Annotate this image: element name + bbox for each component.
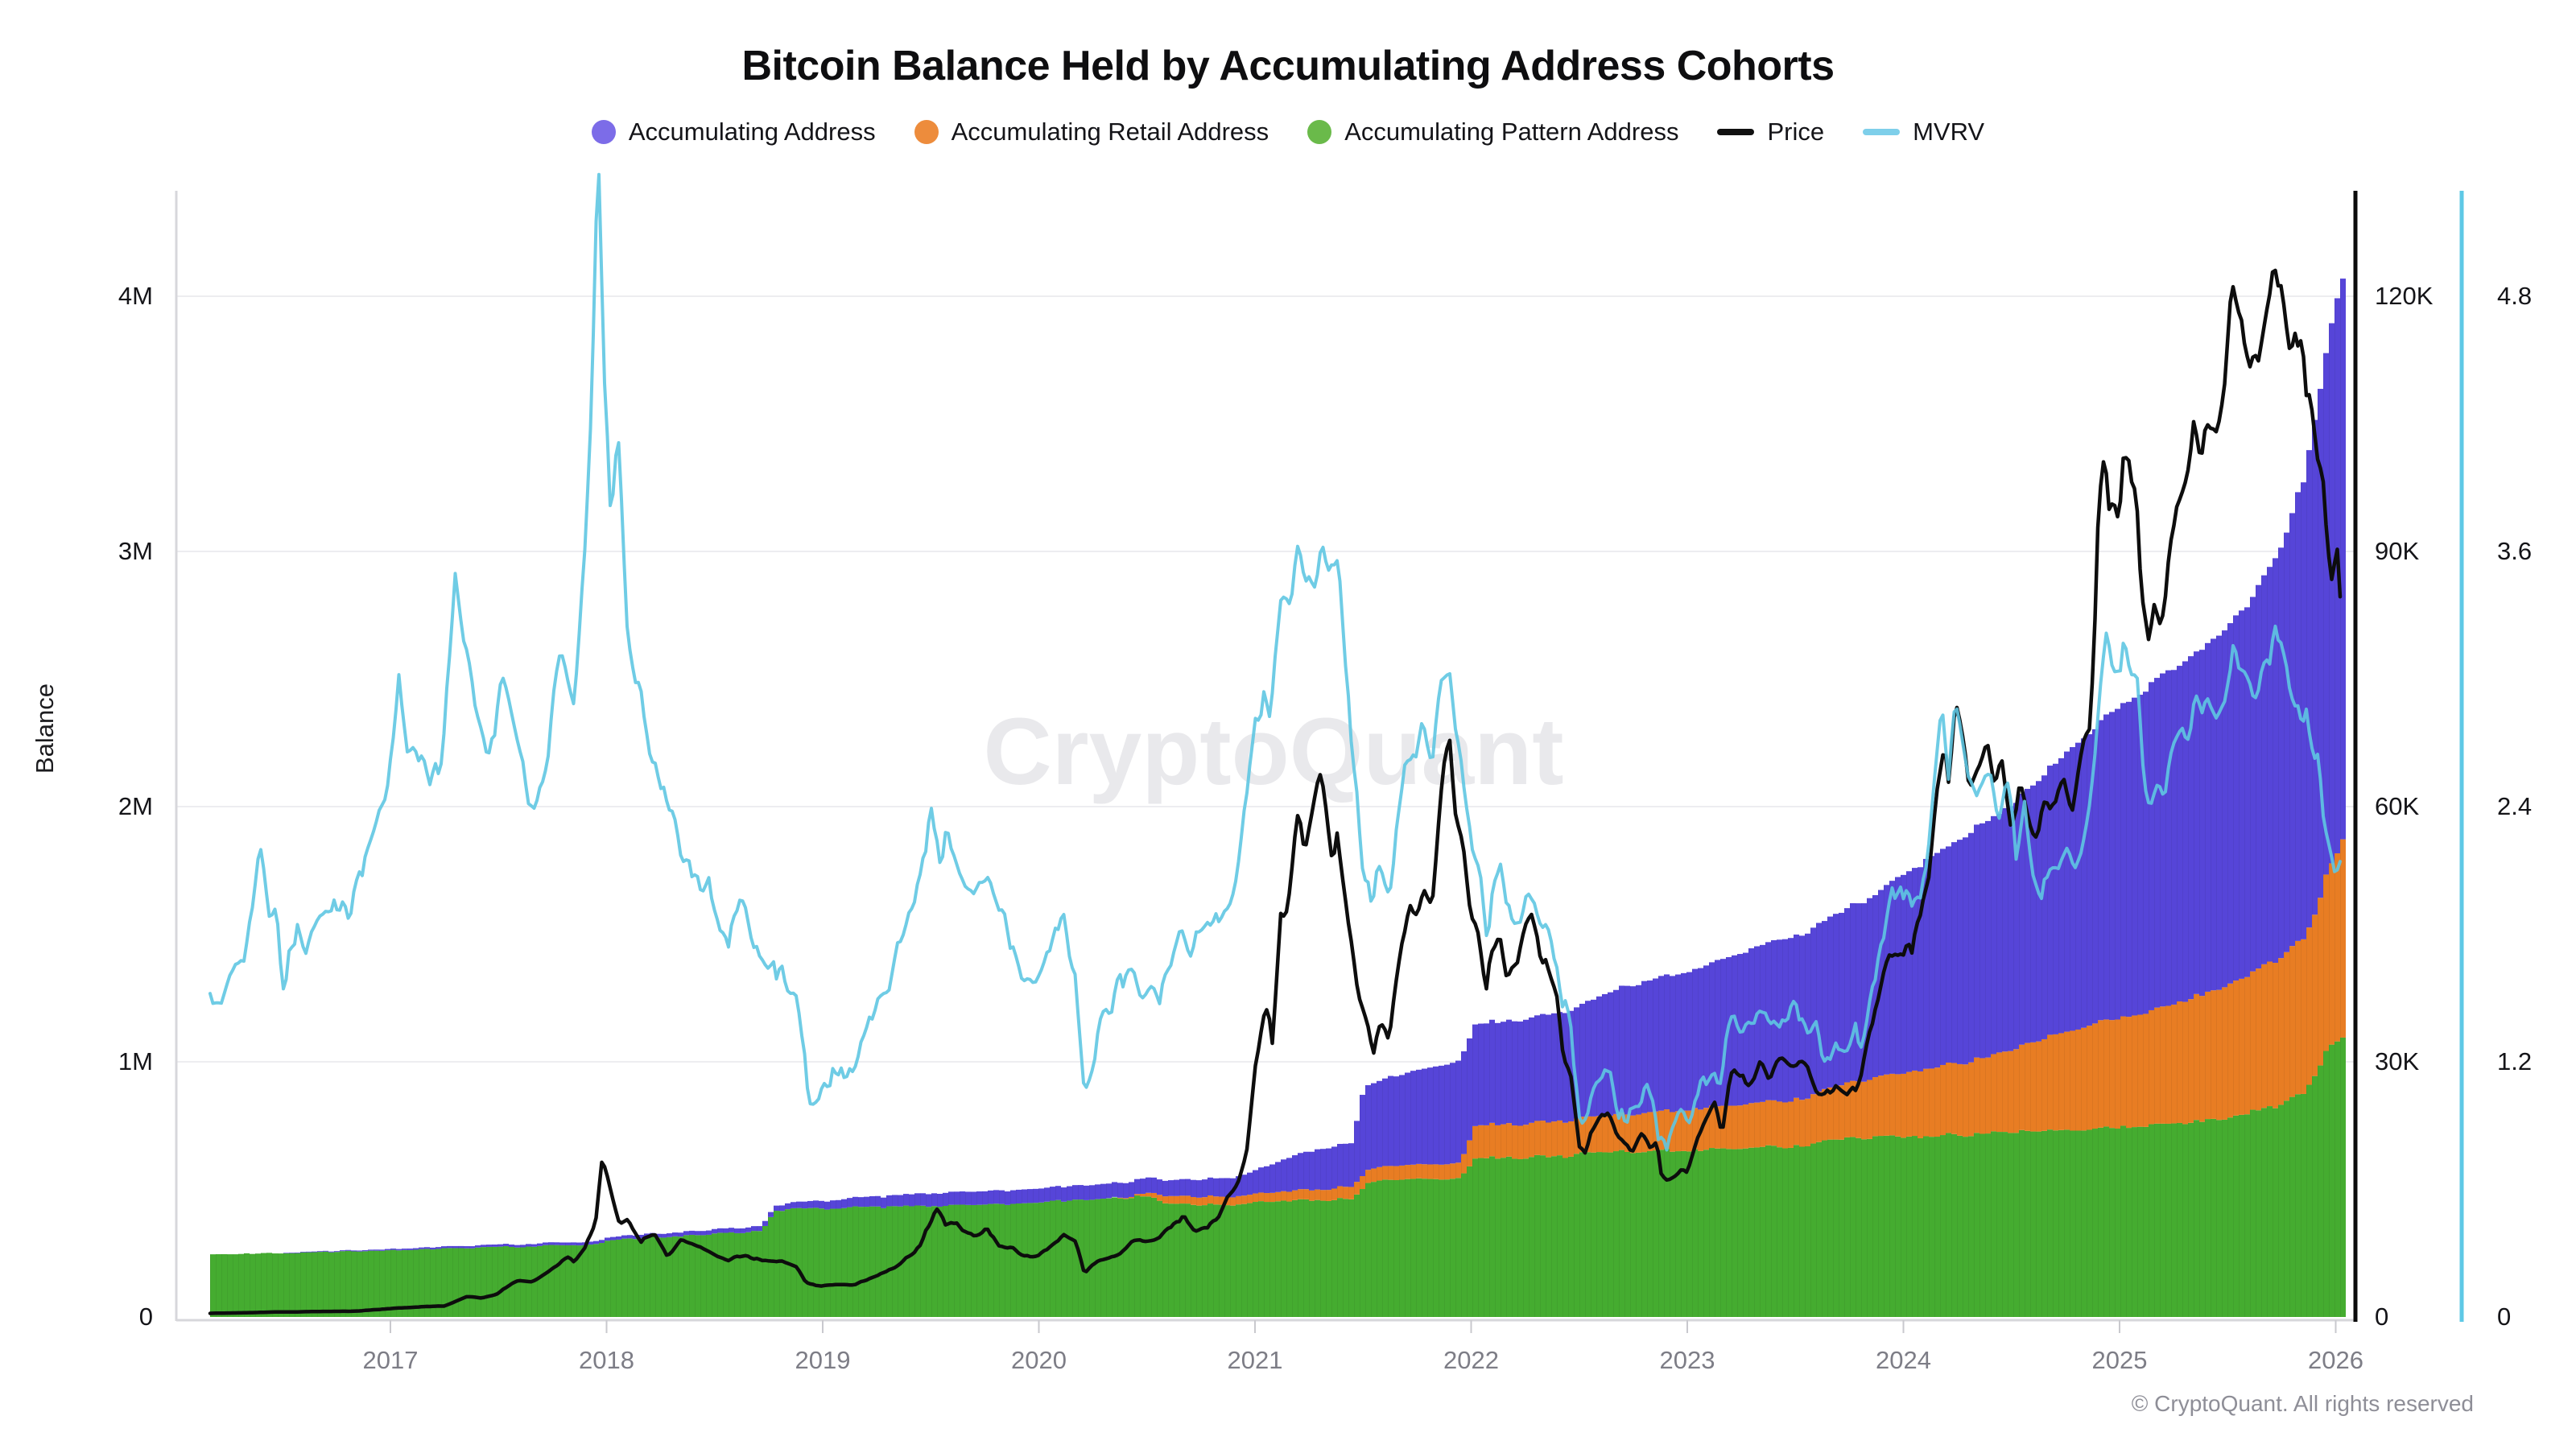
legend-label-accumulating-address: Accumulating Address <box>628 118 876 146</box>
leftTicks-label-4M: 4M <box>118 282 153 310</box>
legend-item-accumulating-address[interactable]: Accumulating Address <box>591 118 876 147</box>
mvrvTicks-label-3.6: 3.6 <box>2497 537 2533 565</box>
priceTicks-label-90K: 90K <box>2375 537 2420 565</box>
legend-line-icon-mvrv <box>1863 129 1901 135</box>
legend-dot-icon-accumulating-pattern-address <box>1307 120 1332 144</box>
legend-label-accumulating-pattern-address: Accumulating Pattern Address <box>1344 118 1679 146</box>
x-axis-label-2023: 2023 <box>1659 1346 1715 1374</box>
x-axis-label-2020: 2020 <box>1011 1346 1067 1374</box>
legend-item-accumulating-retail-address[interactable]: Accumulating Retail Address <box>914 118 1269 147</box>
priceTicks-label-60K: 60K <box>2375 792 2420 820</box>
mvrvTicks-label-4.8: 4.8 <box>2497 282 2533 310</box>
x-axis-label-2018: 2018 <box>579 1346 634 1374</box>
leftTicks-label-0: 0 <box>138 1302 153 1331</box>
legend-label-price: Price <box>1767 118 1825 146</box>
legend-label-mvrv: MVRV <box>1913 118 1985 146</box>
x-axis-label-2017: 2017 <box>362 1346 419 1374</box>
x-axis-label-2024: 2024 <box>1876 1346 1931 1374</box>
mvrvTicks-label-2.4: 2.4 <box>2497 792 2533 820</box>
legend-dot-icon-accumulating-address <box>591 120 616 144</box>
legend-line-icon-price <box>1717 129 1755 135</box>
x-axis-label-2021: 2021 <box>1227 1346 1283 1374</box>
legend-item-price[interactable]: Price <box>1717 118 1824 147</box>
legend: Accumulating Address Accumulating Retail … <box>0 118 2576 147</box>
leftTicks-label-2M: 2M <box>118 792 153 820</box>
legend-label-accumulating-retail-address: Accumulating Retail Address <box>951 118 1269 146</box>
legend-item-accumulating-pattern-address[interactable]: Accumulating Pattern Address <box>1307 118 1678 147</box>
leftTicks-label-3M: 3M <box>118 537 153 565</box>
watermark: CryptoQuant <box>983 699 1564 805</box>
priceTicks-label-120K: 120K <box>2375 282 2434 310</box>
x-axis-label-2022: 2022 <box>1443 1346 1499 1374</box>
legend-item-mvrv[interactable]: MVRV <box>1863 118 1984 147</box>
x-axis-label-2026: 2026 <box>2308 1346 2363 1374</box>
mvrvTicks-label-1.2: 1.2 <box>2497 1047 2533 1075</box>
priceTicks-label-0: 0 <box>2375 1302 2389 1331</box>
mvrvTicks-label-0: 0 <box>2497 1302 2512 1331</box>
x-axis-label-2025: 2025 <box>2091 1346 2148 1374</box>
x-axis-label-2019: 2019 <box>795 1346 851 1374</box>
legend-dot-icon-accumulating-retail-address <box>914 120 939 144</box>
chart-title: Bitcoin Balance Held by Accumulating Add… <box>741 43 1835 89</box>
copyright: © CryptoQuant. All rights reserved <box>2131 1391 2474 1416</box>
leftTicks-label-1M: 1M <box>118 1047 153 1075</box>
priceTicks-label-30K: 30K <box>2375 1047 2420 1075</box>
